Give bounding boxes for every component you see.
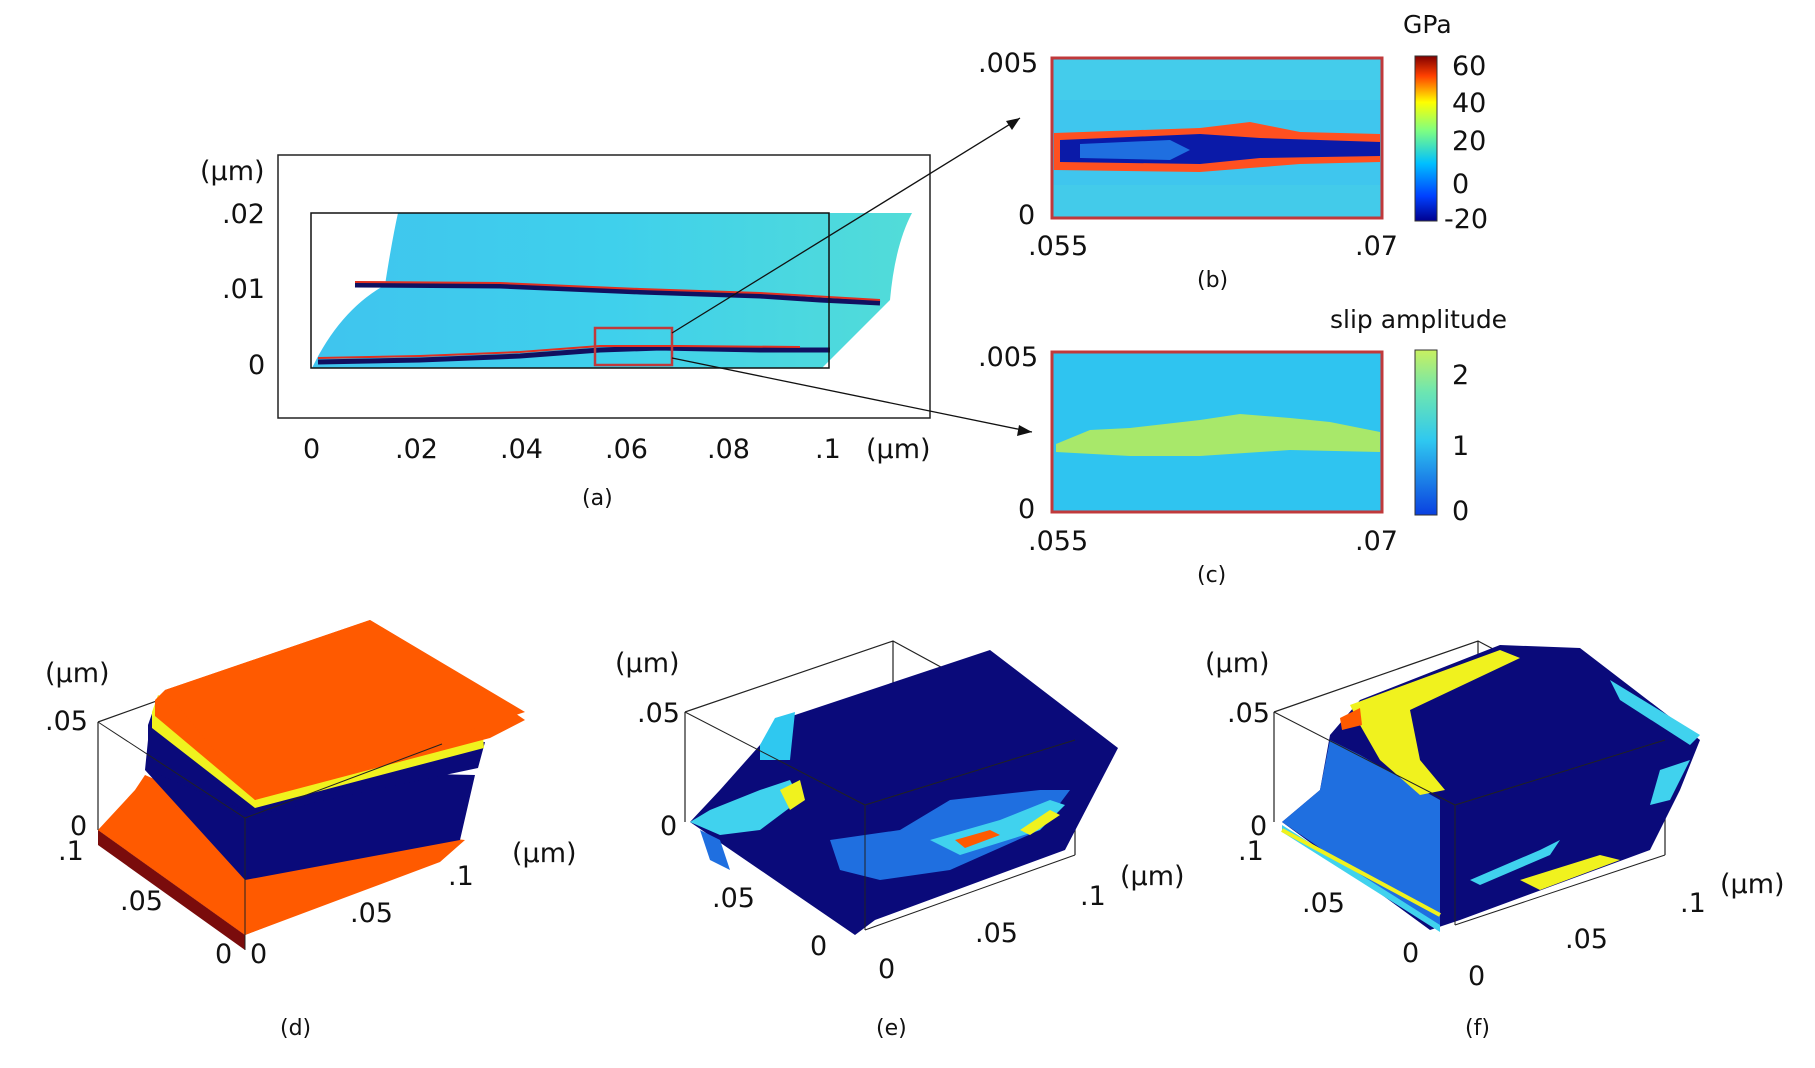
panel-e-z-unit: (μm) (615, 648, 680, 679)
panel-b-x-tick: .07 (1355, 231, 1398, 262)
panel-b-colorbar-tick: 60 (1452, 51, 1486, 82)
panel-d-y-tick: .1 (58, 836, 84, 867)
panel-a-x-tick: .1 (815, 434, 841, 465)
panel-b-colorbar-tick: -20 (1444, 204, 1488, 235)
panel-d-x-unit: (μm) (512, 838, 577, 869)
panel-f-blue-face (1282, 740, 1440, 930)
panel-f-z-tick: 0 (1250, 811, 1267, 842)
panel-c-slip-band (1056, 414, 1380, 456)
panel-a-x-tick: .04 (500, 434, 543, 465)
panel-b-colorbar-title: GPa (1403, 10, 1452, 39)
panel-e-x-tick: .1 (1080, 881, 1106, 912)
panel-a-reference-box (310, 212, 830, 369)
panel-d-x-tick: .05 (350, 898, 393, 929)
panel-d-x-tick: 0 (250, 939, 267, 970)
panel-b: .005 0 .055 .07 (b) GPa 60 40 20 0 -20 (978, 10, 1488, 293)
panel-e-z-tick: .05 (637, 698, 680, 729)
panel-f-y-tick: .1 (1238, 836, 1264, 867)
panel-e: (μm) .05 0 .05 0 0 .05 .1 (μm) (e) (615, 640, 1185, 1041)
panel-a-y-tick: 0 (248, 350, 265, 381)
panel-e-z-tick: 0 (660, 811, 677, 842)
panel-a-upper-slip-line (354, 282, 881, 306)
panel-e-x-unit: (μm) (1120, 861, 1185, 892)
panel-d-z-unit: (μm) (45, 658, 110, 689)
panel-f-z-tick: .05 (1227, 698, 1270, 729)
arrow-to-panel-b (671, 117, 1021, 334)
panel-a-x-unit: (μm) (866, 434, 931, 465)
panel-c-colorbar (1414, 349, 1438, 516)
panel-f-x-tick: .05 (1565, 924, 1608, 955)
panel-a-x-tick: 0 (303, 434, 320, 465)
panel-b-colorbar (1414, 55, 1438, 222)
panel-a-y-tick: .01 (222, 274, 265, 305)
panel-c-colorbar-tick: 2 (1452, 360, 1469, 391)
panel-a-zoom-box (593, 326, 674, 367)
panel-b-colorbar-tick: 40 (1452, 88, 1486, 119)
panel-c-colorbar-tick: 1 (1452, 431, 1469, 462)
arrow-to-panel-c (671, 357, 1033, 433)
panel-c-colorbar-tick: 0 (1452, 496, 1469, 527)
panel-f-x-tick: 0 (1468, 961, 1485, 992)
panel-d: (μm) .05 0 .1 .05 0 0 .05 .1 (μm) (d) (45, 620, 577, 1041)
panel-d-x-tick: .1 (448, 861, 474, 892)
panel-c-colorbar-title: slip amplitude (1330, 305, 1507, 334)
panel-a-axes-frame (277, 154, 931, 419)
panel-d-y-tick: .05 (120, 886, 163, 917)
panel-c-frame (1050, 350, 1384, 514)
panel-b-colorbar-tick: 0 (1452, 169, 1469, 200)
panel-f-y-tick: 0 (1402, 938, 1419, 969)
panel-d-y-tick: 0 (215, 939, 232, 970)
panel-b-x-tick: .055 (1028, 231, 1088, 262)
panel-a-y-tick: .02 (222, 199, 265, 230)
panel-a-y-unit: (μm) (200, 156, 265, 187)
panel-c-y-tick: 0 (1018, 494, 1035, 525)
panel-e-x-tick: .05 (975, 918, 1018, 949)
panel-c-x-tick: .055 (1028, 526, 1088, 557)
panel-e-cyan-patch (690, 780, 800, 835)
panel-a-caption: (a) (582, 486, 613, 511)
panel-a-x-tick: .08 (707, 434, 750, 465)
panel-d-z-tick: 0 (70, 811, 87, 842)
panel-f-yellow-patch (1350, 650, 1520, 795)
panel-e-caption: (e) (876, 1016, 907, 1041)
panel-d-z-tick: .05 (45, 706, 88, 737)
panel-e-x-tick: 0 (878, 954, 895, 985)
panel-c-caption: (c) (1197, 563, 1226, 588)
panel-a-lower-slip-line (317, 345, 830, 365)
panel-d-caption: (d) (280, 1016, 311, 1041)
panel-f-y-tick: .05 (1302, 888, 1345, 919)
panel-f-x-unit: (μm) (1720, 869, 1785, 900)
panel-e-y-tick: .05 (712, 883, 755, 914)
panel-c-x-tick: .07 (1355, 526, 1398, 557)
panel-a: (μm) .02 .01 0 0 .02 .04 .06 .08 .1 (μm)… (200, 117, 1033, 511)
panel-c-y-tick: .005 (978, 342, 1038, 373)
panel-f: (μm) .05 0 .1 .05 0 0 .05 .1 (μm) (f) (1205, 640, 1785, 1041)
panel-e-y-tick: 0 (810, 931, 827, 962)
panel-a-x-tick: .06 (605, 434, 648, 465)
panel-c: .005 0 .055 .07 (c) slip amplitude 2 1 0 (978, 305, 1507, 588)
panel-f-x-tick: .1 (1680, 888, 1706, 919)
panel-b-y-tick: .005 (978, 48, 1038, 79)
panel-a-x-tick: .02 (395, 434, 438, 465)
panel-f-z-unit: (μm) (1205, 648, 1270, 679)
panel-b-y-tick: 0 (1018, 200, 1035, 231)
panel-b-colorbar-tick: 20 (1452, 126, 1486, 157)
panel-b-caption: (b) (1197, 268, 1228, 293)
panel-b-frame (1050, 56, 1384, 220)
panel-f-caption: (f) (1465, 1016, 1490, 1041)
